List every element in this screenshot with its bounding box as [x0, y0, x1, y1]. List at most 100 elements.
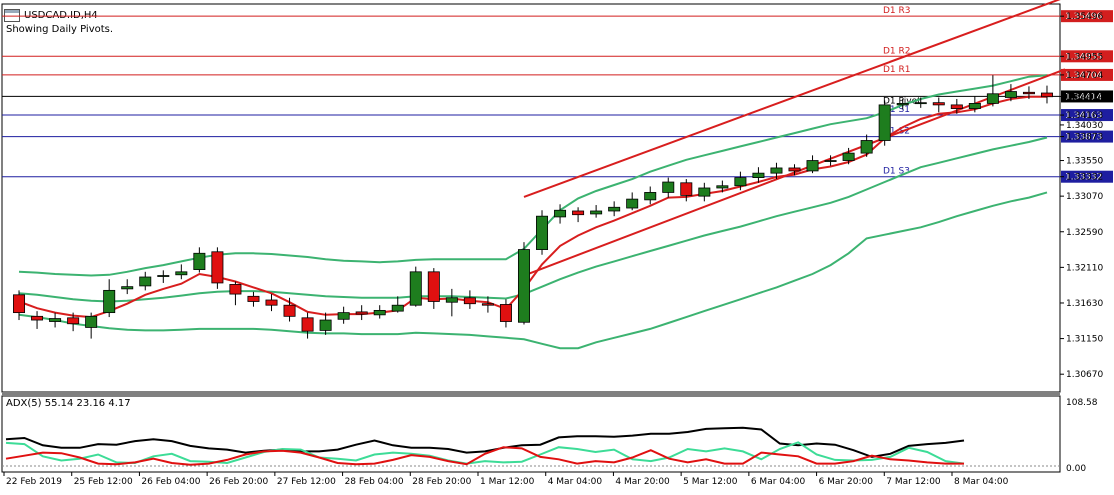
candle-body	[1040, 92, 1053, 98]
candle-body	[49, 318, 62, 322]
candle-body	[355, 311, 368, 315]
y-tick-label: 1.33550	[1066, 157, 1103, 167]
pivot-price-box	[1061, 50, 1113, 63]
candle-body	[229, 284, 242, 295]
y-tick-label: 1.33070	[1066, 192, 1103, 202]
chart-title-bar[interactable]: USDCAD.ID,H4	[4, 7, 98, 23]
candle-body	[1022, 91, 1035, 95]
y-tick-label: 1.31630	[1066, 299, 1103, 309]
adx-line-plusDI	[5, 441, 965, 465]
candle-body	[698, 187, 711, 197]
y-tick-label: 1.33332	[1066, 173, 1103, 183]
candle-body	[806, 160, 819, 172]
candle-body	[409, 271, 422, 306]
candle-body	[860, 140, 873, 154]
pivot-price-text: 1.34955	[1065, 52, 1102, 62]
candle-body	[572, 210, 585, 216]
candle-body	[896, 103, 909, 106]
candle-body	[319, 319, 332, 331]
y-tick-label: 1.33873	[1066, 133, 1103, 143]
pivots-caption: Showing Daily Pivots.	[6, 24, 114, 35]
pivot-price-text: 1.34163	[1065, 111, 1102, 121]
y-tick-label: 1.34704	[1066, 71, 1103, 81]
candle-body	[121, 286, 134, 290]
candle-body	[770, 167, 783, 174]
candle-body	[608, 206, 621, 212]
candle-body	[536, 215, 549, 250]
indicator-plot-frame	[1, 395, 1061, 473]
candle-body	[517, 249, 530, 323]
moving-average-line	[18, 95, 1047, 319]
candle-body	[31, 315, 44, 321]
candle-body	[1004, 91, 1017, 98]
candle-body	[968, 103, 981, 110]
candle-body	[716, 185, 729, 189]
candle-body	[211, 251, 224, 284]
pivot-label: D1 Pivot	[883, 96, 921, 106]
y-tick-label: 1.30670	[1066, 370, 1103, 380]
x-tick-label: 4 Mar 04:00	[548, 477, 603, 487]
x-tick-label: 27 Feb 12:00	[277, 477, 336, 487]
candle-body	[337, 312, 350, 320]
y-tick-label: 1.34955	[1066, 52, 1103, 62]
candle-body	[103, 289, 116, 314]
candle-body	[283, 304, 296, 317]
y-tick-label: 1.31150	[1066, 335, 1103, 345]
y-tick-label: 1.35496	[1066, 12, 1103, 22]
candle-body	[247, 295, 260, 302]
candle-body	[914, 102, 927, 105]
trend-channel-upper	[523, 0, 1061, 198]
candle-body	[427, 271, 440, 302]
indicator-tick-label: 0.00	[1066, 464, 1086, 474]
x-tick-label: 5 Mar 12:00	[683, 477, 738, 487]
candle-body	[590, 210, 603, 215]
candle-body	[752, 172, 765, 178]
x-tick-label: 28 Feb 20:00	[412, 477, 471, 487]
candle-body	[788, 167, 801, 172]
adx-line-main	[5, 426, 965, 458]
candle-body	[644, 192, 657, 201]
pivot-label: D1 R3	[883, 6, 911, 16]
y-tick-label: 1.32110	[1066, 263, 1103, 273]
candle-body	[932, 102, 945, 106]
x-tick-label: 1 Mar 12:00	[480, 477, 535, 487]
candle-body	[626, 198, 639, 209]
candle-body	[13, 294, 26, 314]
candle-body	[445, 297, 458, 303]
candle-body	[175, 271, 188, 276]
pivot-price-text: 1.33332	[1065, 173, 1102, 183]
x-tick-label: 25 Feb 12:00	[74, 477, 133, 487]
candle-body	[139, 276, 152, 287]
x-tick-label: 8 Mar 04:00	[954, 477, 1009, 487]
pivot-price-box	[1061, 68, 1113, 81]
candle-body	[85, 315, 98, 328]
adx-label: ADX(5) 55.14 23.16 4.17	[6, 398, 131, 409]
candle-body	[67, 317, 80, 325]
x-tick-label: 26 Feb 20:00	[209, 477, 268, 487]
chart-window-icon	[4, 8, 20, 22]
pivot-price-box	[1061, 10, 1113, 23]
pivot-price-box	[1061, 130, 1113, 143]
pivot-price-box	[1061, 170, 1113, 183]
x-tick-label: 7 Mar 12:00	[886, 477, 941, 487]
pivot-label: D1 R1	[883, 65, 911, 75]
candle-body	[373, 309, 386, 316]
x-tick-label: 26 Feb 04:00	[141, 477, 200, 487]
adx-line-minusDI	[5, 446, 964, 466]
bollinger-upper-line	[18, 74, 1048, 277]
pivot-label: D1 S3	[883, 167, 910, 177]
candle-body	[680, 182, 693, 196]
candle-body	[824, 160, 837, 162]
pivot-label: D1 R2	[883, 46, 911, 56]
candle-body	[193, 252, 206, 270]
candle-body	[157, 275, 170, 277]
candle-body	[265, 299, 278, 306]
main-plot-frame	[1, 3, 1061, 393]
y-tick-label: 1.34414	[1066, 92, 1103, 102]
candle-body	[950, 104, 963, 110]
pivot-price-text: 1.35496	[1065, 12, 1102, 22]
x-tick-label: 4 Mar 20:00	[615, 477, 670, 487]
y-tick-label: 1.34030	[1066, 121, 1103, 131]
candle-body	[734, 177, 747, 187]
